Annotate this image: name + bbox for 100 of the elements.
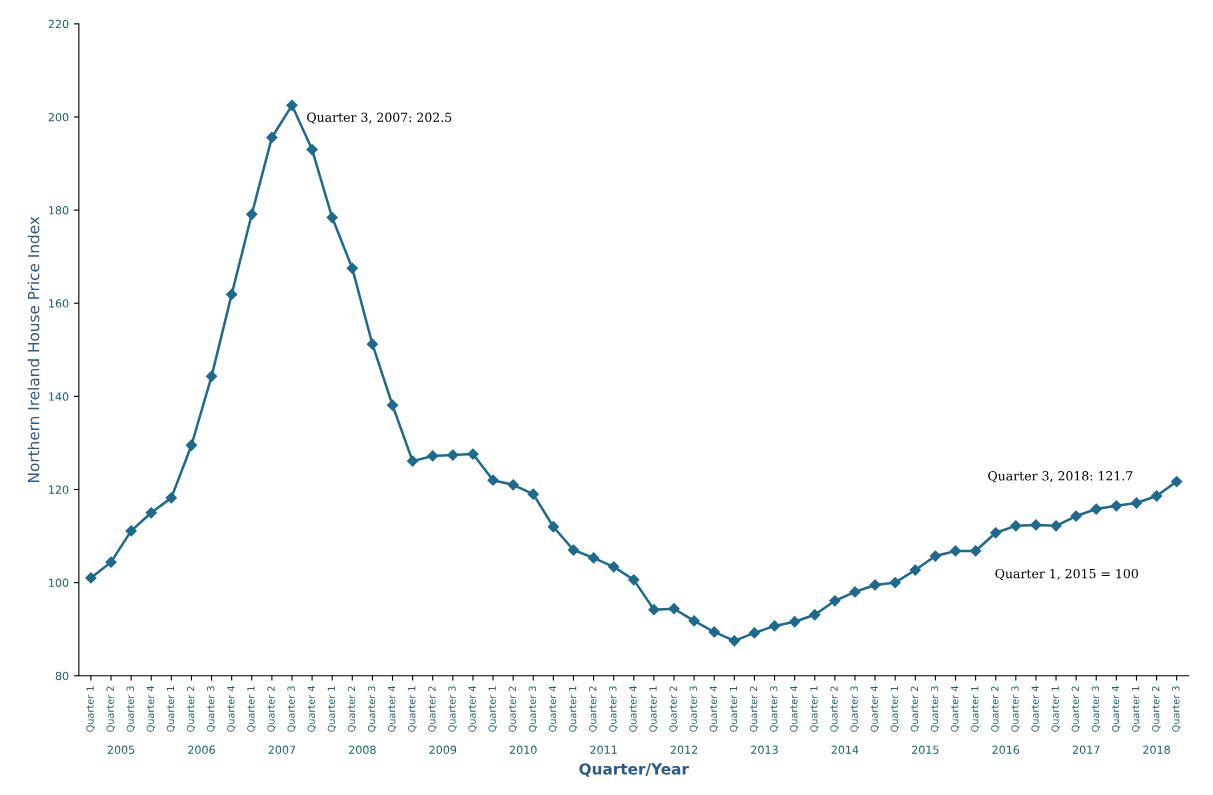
x-tick-label: Quarter 1 — [488, 686, 497, 732]
point — [527, 488, 539, 500]
text: 2007 — [268, 745, 296, 754]
y-tick-label: 100 — [49, 578, 69, 587]
point — [1150, 490, 1163, 502]
x-tick-label: Quarter 1 — [971, 686, 980, 732]
x-tick-label: Quarter 2 — [589, 686, 598, 732]
y-tick-label: 160 — [49, 299, 69, 308]
point — [949, 545, 962, 557]
annotation: Quarter 3, 2007: 202.5 — [307, 112, 452, 124]
point — [1090, 503, 1102, 515]
point — [467, 448, 479, 460]
point — [487, 474, 499, 486]
x-tick-label: Quarter 2 — [428, 686, 437, 732]
x-tick-label: Quarter 1 — [890, 686, 900, 732]
text: 2018 — [1143, 745, 1170, 754]
y-tick-label: 120 — [49, 485, 69, 494]
x-tick-label: Quarter 2 — [830, 686, 839, 732]
x-tick-label: Quarter 4 — [468, 686, 477, 732]
x-axis-title: Quarter/Year — [579, 763, 689, 777]
annotation: Quarter 3, 2018: 121.7 — [988, 471, 1133, 483]
x-tick-label: Quarter 1 — [1131, 686, 1141, 732]
x-tick-label: Quarter 4 — [950, 686, 960, 732]
x-tick-label: Quarter 4 — [709, 686, 719, 732]
x-tick-label: Quarter 3 — [770, 686, 779, 732]
point — [165, 492, 177, 504]
x-tick-label: Quarter 1 — [810, 686, 819, 732]
y-tick-label: 200 — [48, 112, 69, 122]
point — [929, 550, 941, 562]
x-tick-label: Quarter 4 — [307, 686, 317, 732]
x-tick-label: Quarter 4 — [548, 686, 558, 732]
point — [668, 603, 680, 615]
x-tick-label: Quarter 3 — [930, 686, 940, 732]
x-tick-label: Quarter 3 — [126, 686, 136, 732]
point — [608, 561, 620, 573]
point — [1010, 520, 1022, 532]
point — [386, 399, 399, 411]
annotation: Quarter 1, 2015 = 100 — [995, 568, 1138, 581]
x-tick-label: Quarter 2 — [1152, 686, 1161, 732]
x-tick-label: Quarter 3 — [609, 686, 618, 732]
point — [748, 627, 761, 639]
x-tick-label: Quarter 4 — [146, 686, 156, 732]
point — [1070, 510, 1082, 522]
text: 2012 — [670, 745, 698, 754]
x-tick-label: Quarter 2 — [1071, 686, 1081, 732]
x-tick-label: Quarter 4 — [790, 686, 799, 732]
x-tick-label: Quarter 1 — [1051, 686, 1060, 732]
x-tick-label: Quarter 1 — [327, 686, 337, 732]
point — [407, 455, 419, 467]
point — [306, 143, 318, 156]
x-tick-label: Quarter 3 — [689, 686, 699, 732]
point — [226, 288, 238, 300]
point — [366, 338, 379, 350]
text: 2017 — [1072, 745, 1100, 754]
point — [185, 439, 198, 451]
x-tick-label: Quarter 2 — [910, 686, 920, 732]
x-tick-label: Quarter 3 — [1091, 686, 1101, 732]
y-tick-label: 220 — [48, 19, 69, 29]
x-tick-label: Quarter 1 — [247, 686, 256, 732]
x-tick-label: Quarter 2 — [669, 686, 678, 732]
point — [1050, 520, 1062, 532]
x-tick-label: Quarter 2 — [267, 686, 276, 732]
point — [970, 545, 982, 557]
point — [326, 211, 338, 224]
point — [648, 604, 660, 616]
x-tick-label: Quarter 3 — [528, 686, 538, 732]
point — [889, 577, 901, 589]
x-tick-label: Quarter 1 — [86, 686, 95, 732]
point — [688, 615, 700, 627]
point — [1130, 497, 1143, 509]
point — [768, 620, 781, 632]
y-tick-label: 80 — [55, 671, 69, 681]
x-tick-label: Quarter 3 — [1011, 686, 1020, 732]
y-tick-label: 180 — [49, 206, 69, 215]
point — [849, 586, 861, 598]
point — [567, 544, 580, 556]
point — [346, 262, 358, 274]
point — [587, 552, 600, 564]
point — [205, 370, 218, 382]
x-tick-label: Quarter 4 — [227, 686, 236, 732]
text: 2013 — [751, 745, 778, 754]
y-tick-label: 140 — [49, 392, 69, 401]
y-axis-title: Northern Ireland House Price Index — [27, 216, 40, 482]
point — [1171, 475, 1183, 488]
x-tick-label: Quarter 3 — [850, 686, 859, 732]
point — [990, 527, 1002, 539]
x-tick-label: Quarter 1 — [166, 686, 176, 732]
point — [708, 626, 720, 638]
point — [728, 635, 740, 647]
point — [246, 208, 258, 220]
text: 2005 — [107, 745, 135, 754]
text: 2011 — [590, 745, 617, 754]
x-tick-label: Quarter 2 — [106, 686, 115, 732]
x-tick-label: Quarter 1 — [729, 686, 739, 732]
x-tick-label: Quarter 4 — [387, 686, 397, 732]
x-tick-label: Quarter 3 — [1172, 686, 1181, 732]
point — [427, 450, 439, 462]
point — [628, 574, 640, 586]
x-tick-label: Quarter 2 — [186, 686, 196, 732]
text: 2010 — [509, 745, 537, 754]
